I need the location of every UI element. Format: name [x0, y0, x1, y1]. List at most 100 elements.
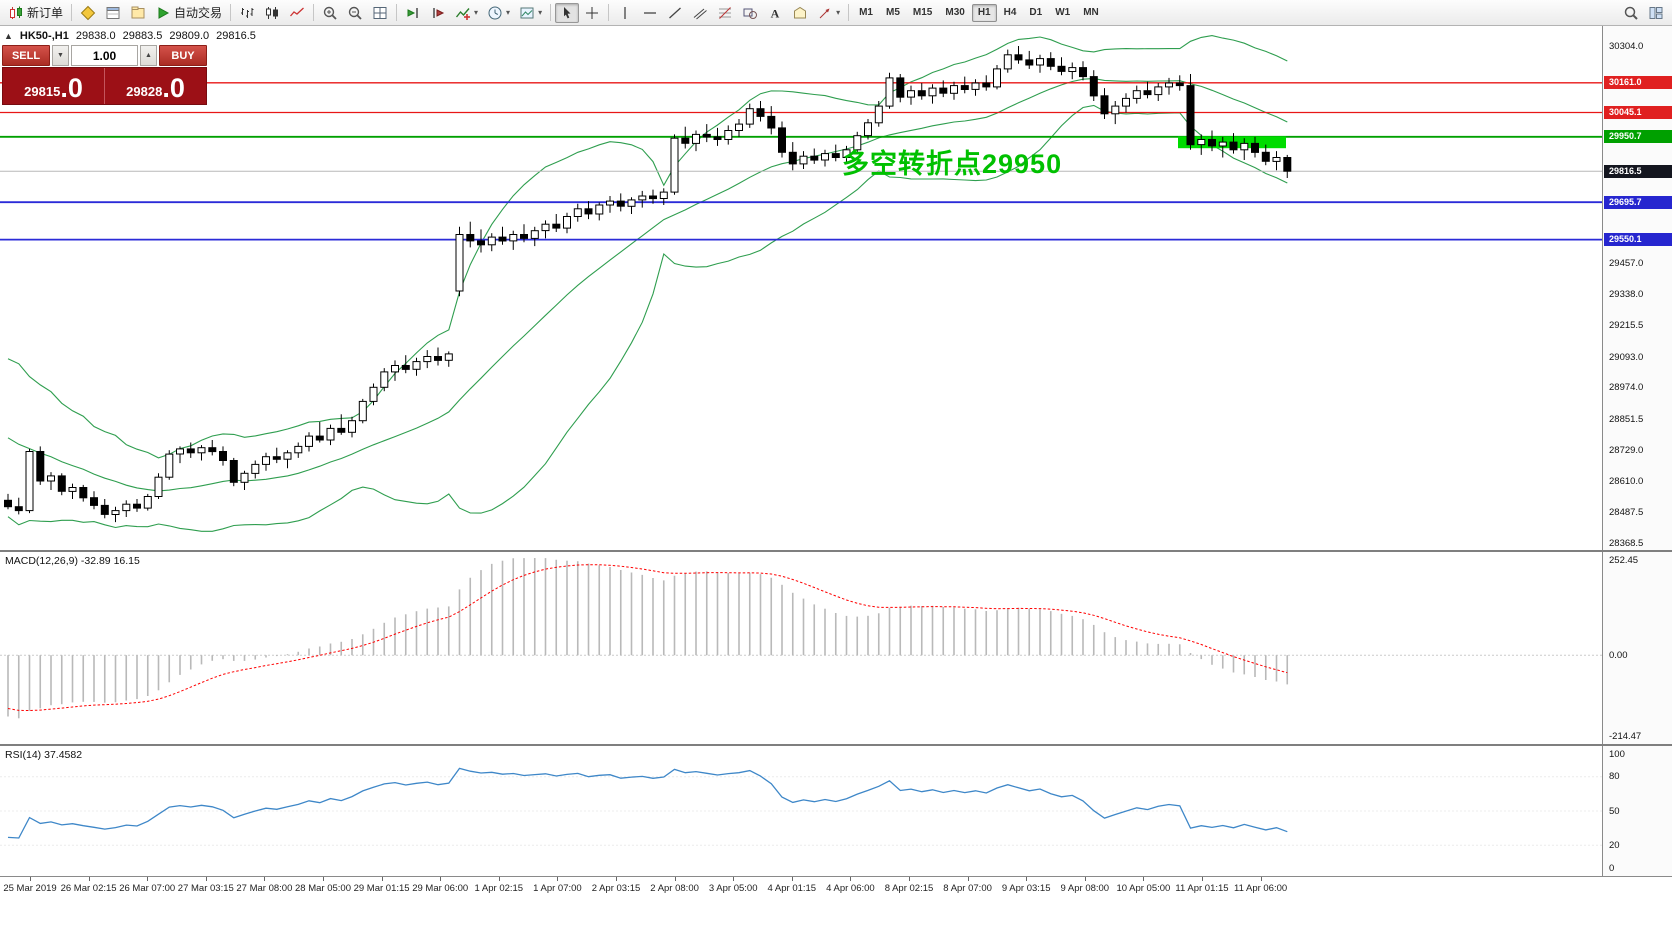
indicators-button[interactable]: ▾	[451, 3, 482, 23]
price-axis-label: 28368.5	[1609, 537, 1644, 549]
buy-button[interactable]: BUY	[159, 45, 207, 66]
label-button[interactable]	[788, 3, 812, 23]
toolbar-button-label: 自动交易	[174, 6, 223, 20]
new-order-button[interactable]: 新订单	[4, 3, 67, 23]
search-button[interactable]	[1619, 3, 1643, 23]
templates-button[interactable]: ▾	[515, 3, 546, 23]
price-badge: 30161.0	[1604, 76, 1672, 90]
text-button[interactable]: A	[763, 3, 787, 23]
zoom-out-button[interactable]	[343, 3, 367, 23]
timeframe-w1[interactable]: W1	[1049, 4, 1076, 22]
price-badge: 29550.1	[1604, 233, 1672, 247]
time-axis-tick	[1026, 877, 1028, 881]
timeframe-m5[interactable]: M5	[880, 4, 906, 22]
sell-button[interactable]: SELL	[2, 45, 50, 66]
time-axis[interactable]: 25 Mar 2019 26 Mar 02:15 26 Mar 07:00 27 Ma…	[0, 876, 1672, 900]
cursor-button[interactable]	[555, 2, 580, 23]
layout-icon	[1648, 5, 1664, 21]
vertical-line-button[interactable]	[613, 3, 637, 23]
time-axis-label: 11 Apr 06:00	[1234, 883, 1288, 894]
timeframe-h4[interactable]: H4	[998, 4, 1023, 22]
time-axis-tick	[440, 877, 442, 881]
timeframe-d1[interactable]: D1	[1023, 4, 1048, 22]
layouts-button[interactable]	[1644, 3, 1668, 23]
autoscroll-icon	[405, 5, 421, 21]
chart-symbol-period: HK50-,H1	[19, 30, 69, 42]
data-window-icon	[105, 5, 121, 21]
periods-button[interactable]: ▾	[483, 3, 514, 23]
trendline-button[interactable]	[663, 3, 687, 23]
macd-signal-line	[7, 564, 1288, 712]
template-icon	[519, 5, 535, 21]
zoom-in-button[interactable]	[318, 3, 342, 23]
time-axis-tick	[733, 877, 735, 881]
toolbar-button-label: 新订单	[27, 6, 64, 20]
data-window-button[interactable]	[101, 3, 125, 23]
candlestick-chart	[0, 35, 1602, 532]
timeframe-m30[interactable]: M30	[939, 4, 970, 22]
channel-button[interactable]	[688, 3, 712, 23]
toolbar-button-label: W1	[1055, 7, 1071, 18]
turning-point-label[interactable]: 多空转折点29950	[842, 149, 1063, 179]
candles-layer	[4, 46, 1292, 523]
shapes-button[interactable]	[738, 3, 762, 23]
lot-size-input[interactable]	[71, 45, 138, 66]
buy-price-main: 29828	[126, 84, 163, 99]
one-click-panel-toggle[interactable]: ▲	[4, 31, 13, 41]
lot-increase-button[interactable]: ▲	[140, 45, 157, 66]
rsi-axis-label: 20	[1609, 839, 1620, 851]
price-badge: 30045.1	[1604, 106, 1672, 119]
fibo-icon	[717, 5, 733, 21]
arrow-icon	[817, 5, 833, 21]
lot-decrease-button[interactable]: ▼	[52, 45, 69, 66]
buy-price-button[interactable]: 29828 .0	[105, 68, 206, 104]
price-badge: 29816.5	[1604, 164, 1672, 178]
horizontal-line-button[interactable]	[638, 3, 662, 23]
auto-scroll-button[interactable]	[401, 3, 425, 23]
chartshift-icon	[430, 5, 446, 21]
ohlc-high: 29883.5	[122, 30, 163, 42]
time-axis-label: 10 Apr 05:00	[1116, 883, 1171, 894]
candle-chart-button[interactable]	[260, 3, 284, 23]
rsi-pane: RSI(14) 37.4582	[0, 746, 1602, 876]
price-axis[interactable]: 30304.0 29457.0 29338.0 29215.5 29093.0 28974…	[1602, 26, 1672, 550]
panel-splitter[interactable]	[0, 744, 1672, 746]
rsi-axis-label: 80	[1609, 771, 1620, 783]
main-toolbar: 新订单 自动交易 ▾ ▾ ▾ A ▾ M1 M5 M15 M30 H1 H4 D1 W1 MN	[0, 0, 1672, 26]
timeframe-m1[interactable]: M1	[853, 4, 879, 22]
time-axis-tick	[264, 877, 266, 881]
time-axis-tick	[323, 877, 324, 881]
market-watch-button[interactable]	[76, 3, 100, 23]
hline-icon	[642, 5, 658, 21]
arrows-button[interactable]: ▾	[813, 3, 844, 23]
chart-shift-button[interactable]	[426, 3, 450, 23]
panel-splitter[interactable]	[0, 550, 1672, 552]
time-axis-tick	[1260, 877, 1262, 881]
line-chart-button[interactable]	[285, 3, 309, 23]
toolbar-separator	[550, 4, 552, 21]
timeframe-m15[interactable]: M15	[907, 4, 938, 22]
timeframe-mn[interactable]: MN	[1077, 4, 1105, 22]
zoom-in-icon	[322, 5, 338, 21]
macd-axis[interactable]: 252.45 0.00 -214.47	[1602, 552, 1672, 744]
dropdown-caret-icon: ▾	[474, 7, 479, 17]
tile-windows-button[interactable]	[368, 3, 392, 23]
time-axis-tick	[967, 877, 969, 881]
text-icon: A	[767, 5, 783, 21]
toolbar-separator	[608, 4, 610, 21]
sell-price-button[interactable]: 29815 .0	[3, 68, 105, 104]
vline-icon	[617, 5, 633, 21]
one-click-trading-panel: SELL ▼ ▲ BUY 29815 .0 29828 .0	[2, 45, 207, 105]
cursor-icon	[559, 5, 575, 21]
timeframe-h1[interactable]: H1	[971, 3, 997, 22]
fibonacci-button[interactable]	[713, 3, 737, 23]
rsi-axis[interactable]: 100 80 50 20 0	[1602, 746, 1672, 876]
navigator-button[interactable]	[126, 3, 150, 23]
ohlc-low: 29809.0	[169, 30, 210, 42]
time-axis-tick	[674, 877, 676, 881]
autotrading-button[interactable]: 自动交易	[151, 3, 226, 23]
horizontal-lines-layer[interactable]	[0, 82, 1602, 241]
toolbar-separator	[848, 4, 850, 21]
bar-chart-button[interactable]	[235, 3, 259, 23]
crosshair-button[interactable]	[580, 3, 604, 23]
